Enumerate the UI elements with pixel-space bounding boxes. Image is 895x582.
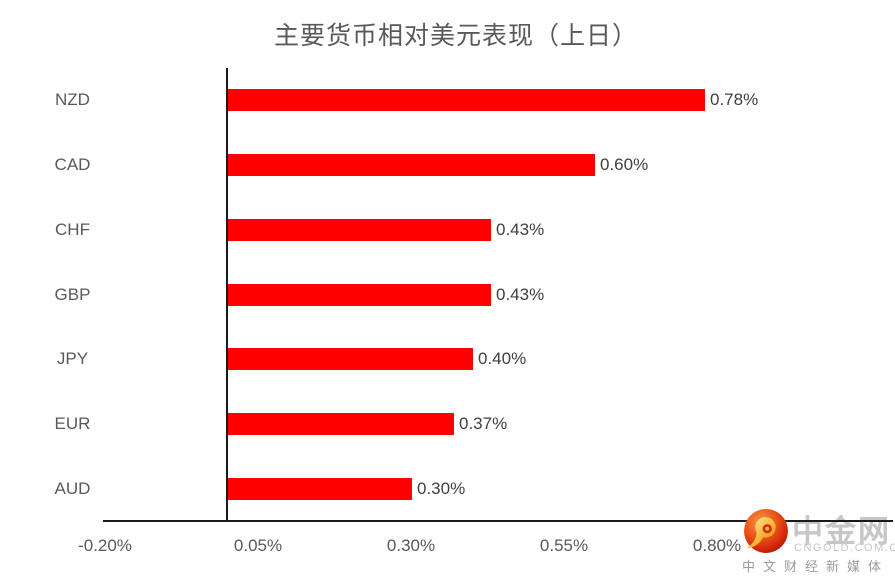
x-tick--0.20%: -0.20% [78,536,132,555]
x-tick-0.80%: 0.80% [692,536,742,555]
chart-title: 主要货币相对美元表现（上日） [273,22,638,50]
data-label-cad: 0.60% [600,155,649,174]
bar-cad [228,154,595,176]
y-axis-line [226,68,228,521]
x-tick-0.05%: 0.05% [233,536,283,555]
data-label-chf: 0.43% [496,220,545,239]
cngold-domain-text: CNGOLD.COM.CN [794,542,895,554]
category-label-cad: CAD [54,155,91,174]
category-label-eur: EUR [54,414,91,433]
category-label-gbp: GBP [54,285,91,304]
bar-aud [228,478,412,500]
category-label-aud: AUD [54,479,91,498]
category-label-chf: CHF [55,220,90,239]
category-label-jpy: JPY [56,349,89,368]
data-label-eur: 0.37% [459,414,508,433]
cngold-brand-text: 中金网 [792,514,891,549]
category-label-nzd: NZD [55,90,90,109]
bar-chf [228,219,491,241]
x-tick-0.30%: 0.30% [386,536,436,555]
bar-jpy [228,348,473,370]
x-tick-0.55%: 0.55% [539,536,589,555]
cngold-logo-icon [744,509,788,553]
bar-nzd [228,89,705,111]
data-label-aud: 0.30% [417,479,466,498]
cngold-tagline-text: 中文财经新媒体 [742,559,890,574]
bar-gbp [228,284,491,306]
cngold-watermark: 中金网 CNGOLD.COM.CN 中文财经新媒体 [730,500,895,582]
data-label-jpy: 0.40% [478,349,527,368]
x-axis-line [103,520,893,522]
data-label-nzd: 0.78% [710,90,759,109]
data-label-gbp: 0.43% [496,285,545,304]
bar-eur [228,413,454,435]
